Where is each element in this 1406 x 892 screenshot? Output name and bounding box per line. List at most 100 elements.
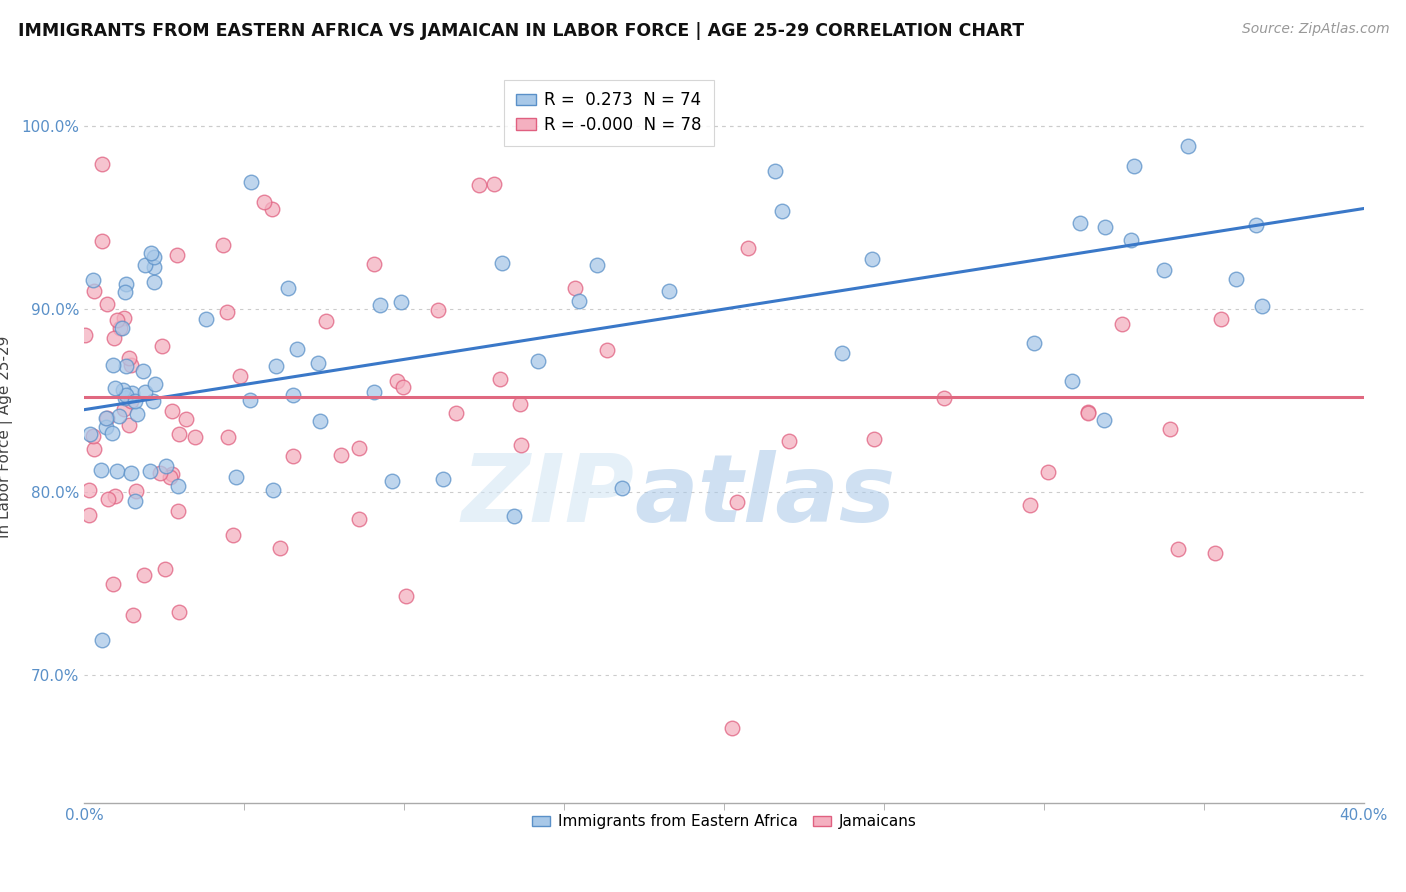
Point: [121, 607, 143, 622]
Point: [166, 248, 188, 262]
Point: [83, 442, 105, 457]
Point: [167, 479, 190, 493]
Point: [309, 414, 332, 428]
Point: [307, 356, 329, 370]
Point: [155, 458, 177, 473]
Point: [118, 351, 141, 365]
Text: atlas: atlas: [634, 450, 896, 541]
Point: [162, 404, 184, 418]
Legend: Immigrants from Eastern Africa, Jamaicans: Immigrants from Eastern Africa, Jamaican…: [526, 808, 922, 836]
Point: [212, 238, 235, 252]
Point: [222, 528, 245, 542]
Point: [721, 721, 744, 735]
Point: [564, 281, 586, 295]
Point: [389, 294, 412, 309]
Point: [502, 509, 524, 524]
Point: [124, 393, 146, 408]
Point: [79, 427, 101, 442]
Point: [391, 380, 413, 394]
Point: [150, 339, 173, 353]
Text: IMMIGRANTS FROM EASTERN AFRICA VS JAMAICAN IN LABOR FORCE | AGE 25-29 CORRELATIO: IMMIGRANTS FROM EASTERN AFRICA VS JAMAIC…: [18, 22, 1025, 40]
Point: [610, 482, 633, 496]
Point: [96, 411, 118, 425]
Point: [395, 589, 418, 603]
Point: [240, 175, 263, 189]
Point: [763, 163, 786, 178]
Point: [114, 388, 136, 402]
Point: [112, 310, 135, 325]
Point: [105, 312, 128, 326]
Point: [94, 420, 117, 434]
Point: [139, 464, 162, 478]
Point: [482, 177, 505, 191]
Point: [108, 409, 131, 423]
Point: [1159, 422, 1181, 436]
Point: [174, 411, 197, 425]
Point: [120, 393, 142, 408]
Point: [1204, 546, 1226, 560]
Point: [363, 256, 385, 270]
Point: [1111, 318, 1133, 332]
Point: [111, 321, 134, 335]
Point: [90, 633, 112, 648]
Point: [104, 381, 127, 395]
Point: [262, 483, 284, 498]
Point: [1123, 159, 1146, 173]
Point: [269, 541, 291, 555]
Point: [329, 448, 352, 462]
Point: [432, 472, 454, 486]
Point: [77, 483, 100, 497]
Point: [932, 392, 955, 406]
Point: [863, 433, 886, 447]
Point: [110, 320, 132, 334]
Point: [82, 273, 104, 287]
Point: [657, 285, 679, 299]
Point: [1251, 299, 1274, 313]
Point: [112, 401, 135, 416]
Point: [526, 354, 548, 368]
Point: [363, 384, 385, 399]
Point: [96, 411, 118, 425]
Point: [315, 314, 337, 328]
Point: [727, 495, 749, 509]
Point: [155, 562, 177, 576]
Point: [1209, 312, 1232, 326]
Point: [1225, 272, 1247, 286]
Point: [264, 359, 287, 373]
Point: [142, 275, 165, 289]
Point: [143, 376, 166, 391]
Point: [1076, 404, 1098, 418]
Point: [229, 369, 252, 384]
Point: [1092, 413, 1115, 427]
Point: [1024, 335, 1046, 350]
Point: [134, 258, 156, 272]
Point: [121, 386, 143, 401]
Point: [370, 298, 392, 312]
Point: [347, 512, 370, 526]
Point: [426, 303, 449, 318]
Point: [381, 474, 404, 488]
Point: [132, 364, 155, 378]
Point: [1060, 374, 1083, 388]
Point: [596, 343, 619, 357]
Y-axis label: In Labor Force | Age 25-29: In Labor Force | Age 25-29: [0, 336, 13, 538]
Point: [134, 385, 156, 400]
Point: [1177, 138, 1199, 153]
Point: [142, 250, 165, 264]
Point: [77, 508, 100, 522]
Point: [96, 297, 118, 311]
Point: [444, 406, 467, 420]
Point: [115, 277, 138, 291]
Point: [195, 311, 218, 326]
Point: [489, 371, 512, 385]
Point: [225, 470, 247, 484]
Point: [262, 202, 284, 216]
Point: [831, 345, 853, 359]
Point: [285, 342, 308, 356]
Point: [239, 393, 262, 408]
Point: [281, 388, 304, 402]
Point: [83, 284, 105, 298]
Point: [510, 438, 533, 452]
Point: [253, 194, 276, 209]
Point: [91, 234, 114, 248]
